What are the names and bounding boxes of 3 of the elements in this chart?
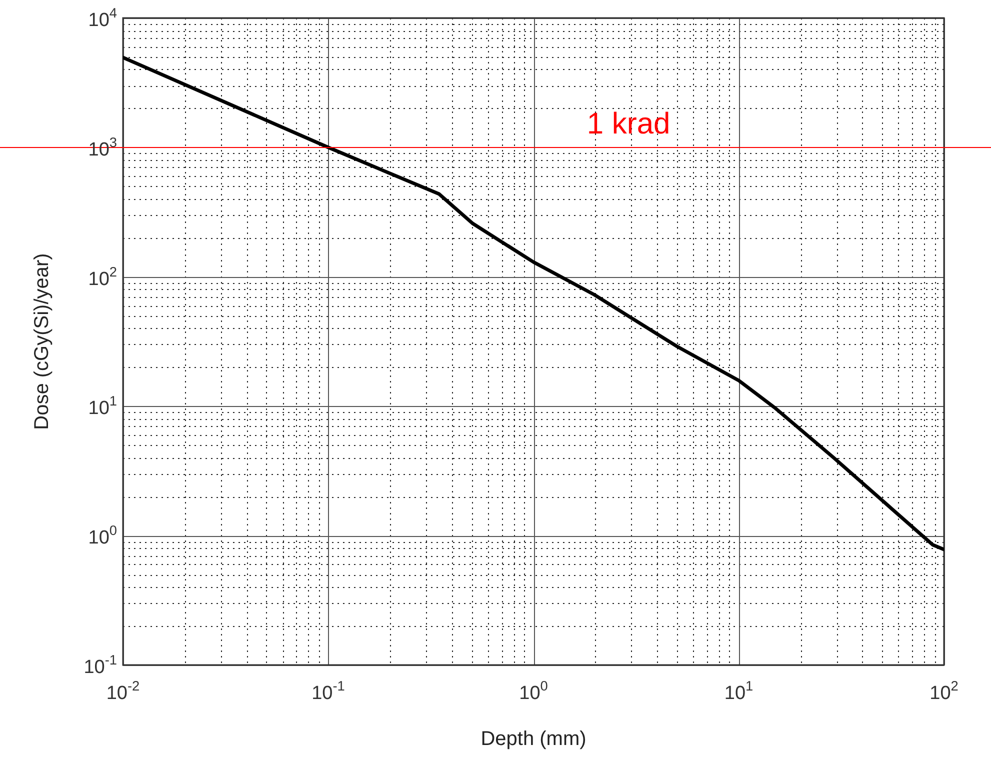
x-axis-title: Depth (mm) bbox=[480, 728, 586, 750]
y-axis-title: Dose (cGy(Si)/year) bbox=[31, 253, 53, 430]
ref-line-label: 1 krad bbox=[586, 108, 670, 140]
